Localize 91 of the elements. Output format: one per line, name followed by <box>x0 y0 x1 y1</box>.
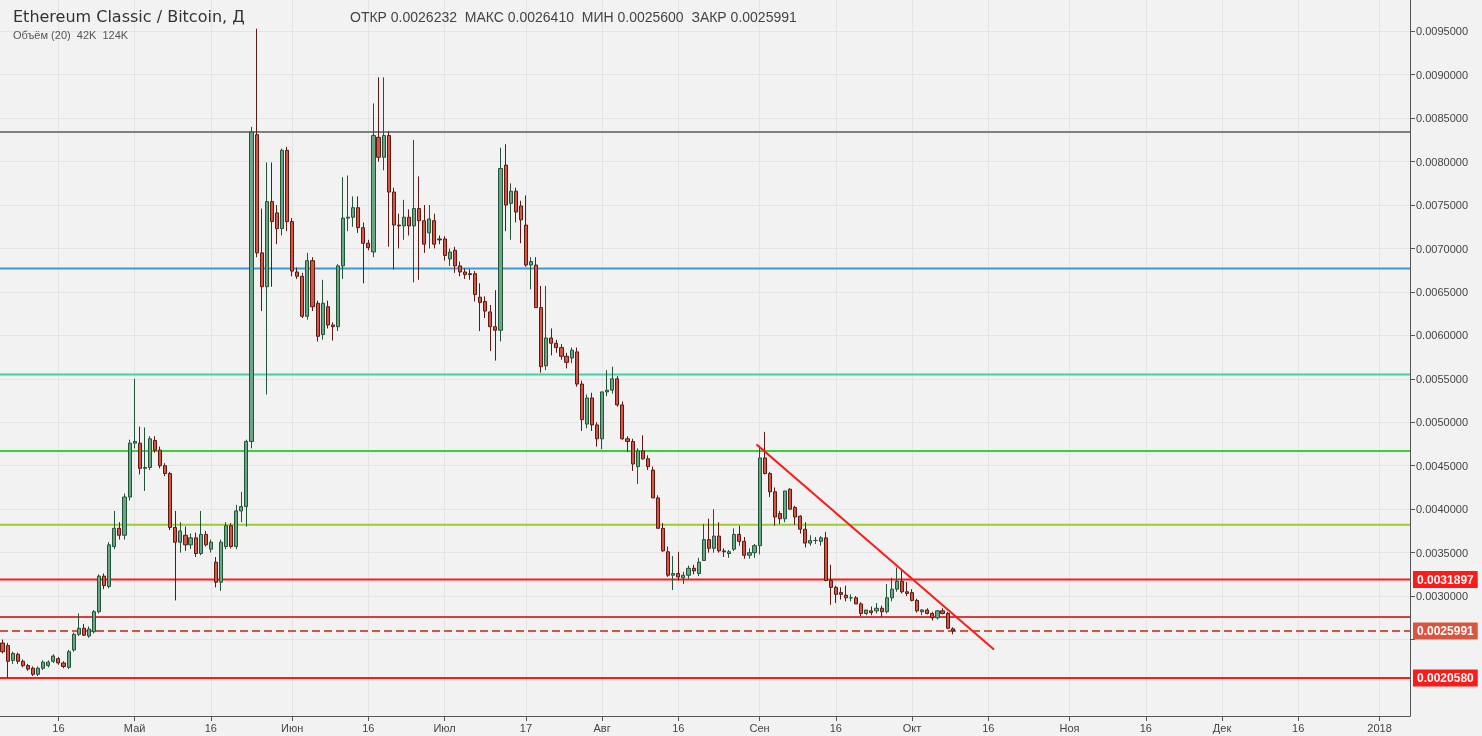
candlestick <box>194 532 198 558</box>
x-tick-label: 16 <box>1292 721 1305 734</box>
candlestick <box>178 521 182 554</box>
candlestick <box>448 248 452 267</box>
ref-line-label: 0.0031897 <box>1417 572 1475 587</box>
x-tick-label: Май <box>123 721 146 734</box>
ref-line-label: 0.0020580 <box>1417 670 1475 685</box>
candlestick <box>692 564 696 575</box>
ref-line-label: 0.0025991 <box>1417 623 1475 638</box>
candlestick <box>869 606 873 616</box>
candlestick <box>808 534 812 547</box>
candlestick <box>529 256 533 290</box>
x-tick-label: 16 <box>982 721 995 734</box>
candlestick <box>844 585 848 602</box>
candlestick <box>209 539 213 554</box>
candlestick <box>544 285 548 371</box>
y-tick-label: 0.0085000 <box>1416 112 1468 125</box>
x-tick-label: 17 <box>519 721 533 734</box>
y-tick-label: 0.0080000 <box>1416 155 1468 168</box>
y-tick-label: 0.0050000 <box>1416 416 1468 429</box>
candlestick <box>67 649 71 670</box>
candlestick <box>712 508 716 554</box>
candlestick <box>920 608 924 616</box>
x-tick-label: 16 <box>672 721 685 734</box>
y-tick-label: 0.0040000 <box>1416 503 1468 516</box>
candlestick <box>524 195 528 268</box>
x-tick-label: 16 <box>1139 721 1152 734</box>
x-tick-label: Июн <box>281 721 304 734</box>
candlestick <box>305 252 309 321</box>
candlestick <box>697 557 701 577</box>
candlestick <box>864 609 868 616</box>
candlestick <box>427 204 431 250</box>
x-tick-label: 16 <box>829 721 842 734</box>
candlestick <box>412 139 416 283</box>
y-tick-label: 0.0045000 <box>1416 459 1468 472</box>
candlestick <box>214 556 218 588</box>
x-tick-label: Ноя <box>1059 721 1080 734</box>
candlestick <box>11 651 15 665</box>
candlestick <box>407 208 411 236</box>
x-tick-label: 16 <box>52 721 65 734</box>
candlestick <box>321 279 325 341</box>
candlestick <box>585 394 589 429</box>
candlestick <box>727 549 731 559</box>
candlestick <box>707 518 711 554</box>
candlestick <box>880 605 884 618</box>
candlestick <box>183 526 188 552</box>
candlestick <box>199 510 203 556</box>
text: ОТКР 0.0026232 МАКС 0.0026410 МИН 0.0025600 ЗАКР 0.0025991 <box>350 9 797 25</box>
candlestick <box>280 148 284 236</box>
y-tick-label: 0.0090000 <box>1416 68 1468 81</box>
candlestick <box>376 76 381 163</box>
x-tick-label: Сен <box>749 721 770 734</box>
y-tick-label: 0.0055000 <box>1416 372 1468 385</box>
y-tick-label: 0.0065000 <box>1416 285 1468 298</box>
x-tick-label: Авг <box>593 721 611 734</box>
candlestick <box>671 555 675 591</box>
candlestick <box>402 199 406 241</box>
candlestick <box>783 490 787 523</box>
candlestick <box>504 143 508 232</box>
candlestick <box>102 573 106 590</box>
candlestick <box>874 602 879 614</box>
candlestick <box>138 426 142 475</box>
y-tick-label: 0.0095000 <box>1416 25 1468 38</box>
y-tick-label: 0.0075000 <box>1416 199 1468 212</box>
candlestick <box>371 102 376 258</box>
x-tick-label: 16 <box>362 721 375 734</box>
candlestick <box>498 147 503 342</box>
x-tick-label: Дек <box>1212 721 1232 734</box>
x-tick-label: 2018 <box>1367 721 1392 734</box>
chart-title: Ethereum Classic / Bitcoin, Д <box>13 6 245 26</box>
y-tick-label: 0.0060000 <box>1416 329 1468 342</box>
candlestick <box>676 551 680 581</box>
x-tick-label: Окт <box>902 721 922 734</box>
candlestick <box>188 533 193 550</box>
candlestick <box>732 527 736 552</box>
y-tick-label: 0.0035000 <box>1416 546 1468 559</box>
candlestick <box>636 447 640 485</box>
candlestick <box>509 182 513 241</box>
candlestick <box>117 521 121 541</box>
x-tick-label: Июл <box>433 721 456 734</box>
annotation: Объём (20) 42K 124K <box>13 28 129 41</box>
candlestick <box>204 530 208 548</box>
y-tick-label: 0.0070000 <box>1416 242 1468 255</box>
candlestick <box>702 523 706 561</box>
x-tick-label: 16 <box>204 721 217 734</box>
candlestick <box>265 161 269 395</box>
candlestick <box>382 76 386 171</box>
candlestick <box>570 347 574 364</box>
candlestick <box>229 522 233 549</box>
candlestick <box>935 609 940 621</box>
y-tick-label: 0.0030000 <box>1416 590 1468 603</box>
